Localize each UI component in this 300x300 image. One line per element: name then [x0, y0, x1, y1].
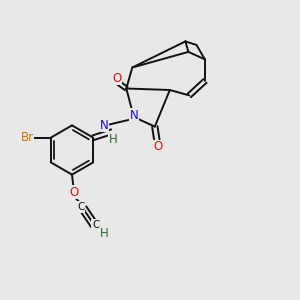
- Text: C: C: [77, 202, 84, 212]
- Text: N: N: [129, 109, 138, 122]
- Text: H: H: [100, 227, 109, 240]
- Text: Br: Br: [21, 131, 34, 144]
- Text: N: N: [100, 119, 109, 132]
- Text: C: C: [92, 220, 99, 230]
- Text: O: O: [69, 185, 78, 199]
- Text: O: O: [112, 72, 122, 85]
- Text: O: O: [154, 140, 163, 154]
- Text: H: H: [109, 133, 118, 146]
